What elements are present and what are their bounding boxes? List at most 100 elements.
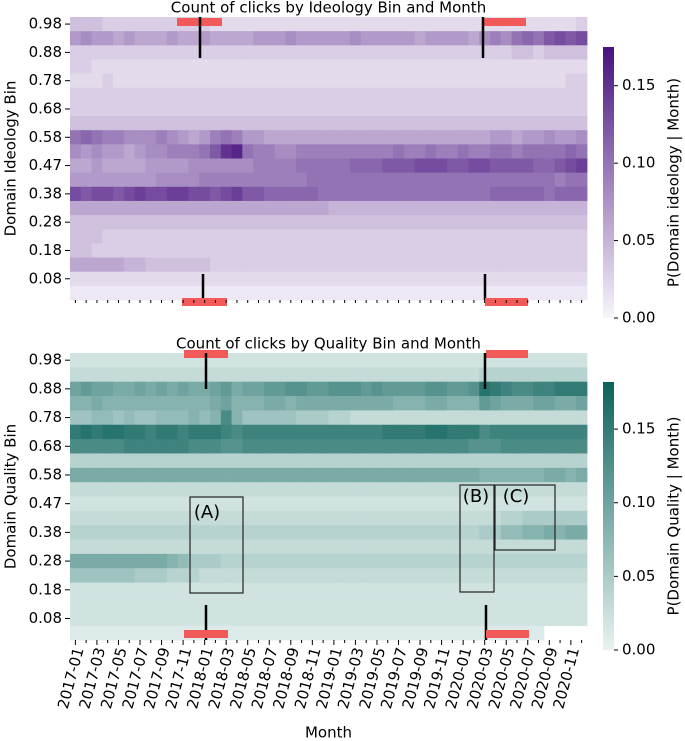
heatmap-cell: [425, 186, 437, 202]
heatmap-cell: [134, 144, 146, 159]
heatmap-cell: [285, 271, 297, 287]
heatmap-cell: [543, 215, 556, 230]
heatmap-cell: [403, 396, 416, 411]
heatmap-cell: [511, 200, 523, 216]
heatmap-cell: [425, 539, 437, 555]
heatmap-cell: [317, 144, 329, 159]
heatmap-cell: [554, 116, 566, 131]
heatmap-cell: [188, 186, 200, 202]
heatmap-cell: [350, 101, 362, 117]
heatmap-cell: [145, 59, 157, 74]
heatmap-cell: [522, 553, 534, 569]
heatmap-cell: [231, 17, 243, 32]
heatmap-cell: [436, 158, 448, 174]
heatmap-cell: [339, 625, 351, 641]
heatmap-cell: [371, 130, 383, 145]
heatmap-cell: [123, 271, 136, 287]
heatmap-cell: [102, 200, 114, 216]
heatmap-cell: [328, 424, 340, 440]
heatmap-cell: [242, 367, 254, 383]
heatmap-cell: [134, 611, 146, 627]
heatmap-cell: [102, 17, 114, 32]
heatmap-cell: [166, 101, 179, 117]
heatmap-cell: [80, 73, 92, 89]
heatmap-cell: [328, 596, 340, 612]
heatmap-cell: [565, 200, 577, 216]
heatmap-cell: [113, 87, 125, 103]
heatmap-cell: [242, 453, 254, 469]
heatmap-cell: [565, 367, 577, 383]
heatmap-cell: [382, 243, 394, 258]
heatmap-cell: [285, 596, 297, 612]
heatmap-cell: [403, 17, 416, 32]
heatmap-cell: [253, 215, 265, 230]
heatmap-cell: [263, 410, 276, 426]
heatmap-cell: [285, 396, 297, 411]
heatmap-cell: [80, 144, 92, 159]
y-axis-label: Domain Ideology Bin: [2, 81, 20, 237]
heatmap-cell: [70, 625, 82, 641]
heatmap-cell: [242, 215, 254, 230]
heatmap-cell: [188, 525, 200, 540]
heatmap-cell: [425, 467, 437, 483]
heatmap-cell: [102, 59, 114, 74]
heatmap-cell: [102, 271, 114, 287]
heatmap-cell: [500, 243, 513, 258]
heatmap-cell: [414, 285, 426, 301]
heatmap-cell: [80, 467, 92, 483]
heatmap-cell: [210, 200, 222, 216]
heatmap-cell: [156, 611, 168, 627]
heatmap-cell: [70, 496, 82, 512]
heatmap-cell: [296, 200, 308, 216]
heatmap-cell: [576, 424, 588, 440]
heatmap-cell: [80, 396, 92, 411]
heatmap-cell: [210, 553, 222, 569]
heatmap-cell: [382, 496, 394, 512]
heatmap-cell: [393, 31, 405, 46]
heatmap-cell: [360, 186, 372, 202]
heatmap-cell: [479, 116, 491, 131]
heatmap-cell: [414, 367, 426, 383]
heatmap-cell: [177, 186, 189, 202]
heatmap-cell: [554, 396, 566, 411]
heatmap-cell: [543, 525, 556, 540]
heatmap-cell: [554, 17, 566, 32]
heatmap-cell: [80, 496, 92, 512]
heatmap-cell: [123, 539, 136, 555]
heatmap-cell: [188, 87, 200, 103]
heatmap-cell: [457, 467, 469, 483]
heatmap-cell: [339, 381, 351, 397]
heatmap-cell: [533, 17, 545, 32]
heatmap-cell: [263, 130, 276, 145]
heatmap-cell: [543, 353, 556, 368]
heatmap-cell: [296, 467, 308, 483]
heatmap-cell: [156, 410, 168, 426]
heatmap-cell: [199, 31, 211, 46]
heatmap-cell: [253, 229, 265, 244]
heatmap-cell: [145, 353, 157, 368]
heatmap-cell: [210, 381, 222, 397]
heatmap-cell: [220, 496, 232, 512]
heatmap-cell: [403, 31, 416, 46]
heatmap-cell: [253, 59, 265, 74]
heatmap-cell: [360, 611, 372, 627]
heatmap-cell: [328, 568, 340, 583]
heatmap-cell: [263, 172, 276, 188]
heatmap-cell: [242, 539, 254, 555]
heatmap-cell: [350, 439, 362, 454]
heatmap-cell: [371, 31, 383, 46]
heatmap-cell: [306, 172, 319, 188]
heatmap-cell: [490, 101, 502, 117]
heatmap-cell: [123, 496, 136, 512]
heatmap-cell: [274, 367, 286, 383]
heatmap-cell: [403, 510, 416, 526]
heatmap-cell: [242, 271, 254, 287]
heatmap-cell: [274, 510, 286, 526]
heatmap-cell: [188, 243, 200, 258]
heatmap-cell: [554, 130, 566, 145]
heatmap-cell: [446, 424, 459, 440]
heatmap-cell: [134, 243, 146, 258]
heatmap-cell: [500, 257, 513, 273]
heatmap-cell: [177, 59, 189, 74]
marker-bar: [486, 350, 528, 358]
